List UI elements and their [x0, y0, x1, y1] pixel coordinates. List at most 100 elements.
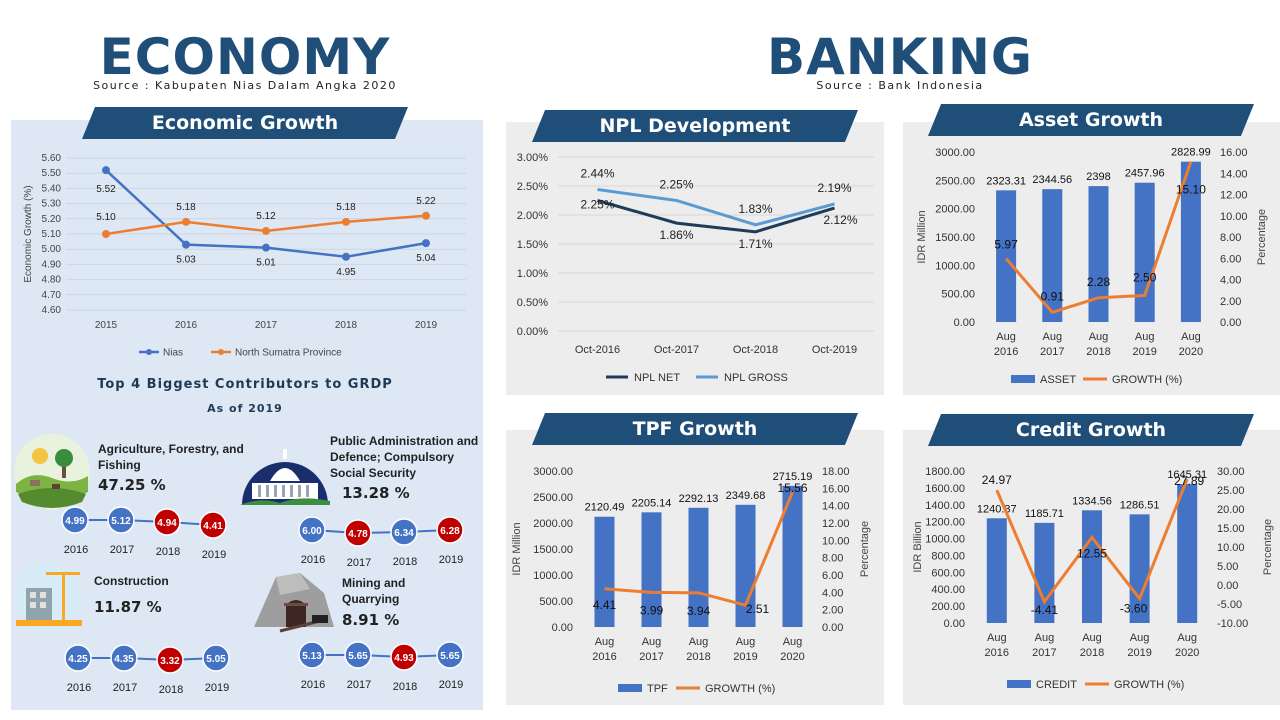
y-axis-label: Economic Growth (%) — [23, 185, 34, 282]
sector-construction-name: Construction — [94, 574, 169, 588]
timeline-value: 6.00 — [302, 526, 322, 537]
sector-agriculture-share: 47.25 % — [98, 476, 166, 494]
banking-title: BANKING — [767, 28, 1033, 86]
legend-label: GROWTH (%) — [1112, 374, 1182, 386]
y-tick-label: 1600.00 — [925, 483, 965, 495]
y-tick-label: 4.60 — [42, 305, 62, 316]
sector-mining-timeline: 5.13 2016 5.65 2017 4.93 2018 5.65 2019 — [298, 641, 464, 693]
growth-label: 2.28 — [1087, 275, 1111, 289]
y-tick-label: 5.50 — [42, 168, 62, 179]
timeline-value: 5.12 — [111, 516, 131, 527]
x-tick-label: Aug — [783, 636, 803, 648]
data-label: 1.86% — [659, 228, 693, 242]
data-label: 2.19% — [817, 181, 851, 195]
timeline-year: 2017 — [110, 544, 134, 556]
growth-line — [604, 491, 794, 608]
y-tick-label: 4.80 — [42, 275, 62, 286]
y-tick-label: 0.50% — [517, 297, 548, 309]
data-point — [342, 217, 350, 226]
x-tick-label: 2019 — [415, 320, 438, 331]
data-label: 1.71% — [738, 237, 772, 251]
bar-label: 1334.56 — [1072, 495, 1112, 507]
bar-label: 2120.49 — [585, 502, 625, 514]
y-tick-label: 0.00% — [517, 326, 548, 338]
data-label: 5.03 — [176, 255, 196, 266]
y-tick-label: 0.00 — [552, 622, 573, 634]
timeline-value: 5.05 — [206, 654, 226, 665]
bar-label: 2292.13 — [679, 493, 719, 505]
timeline-year: 2018 — [393, 681, 417, 693]
timeline-bubble — [436, 516, 464, 544]
timeline-bubble — [156, 646, 184, 674]
y-tick-label: 4.90 — [42, 259, 62, 270]
contrib-subtitle: As of 2019 — [207, 402, 283, 415]
y-tick-label: 5.10 — [42, 229, 62, 240]
y-tick-label: 0.00 — [954, 317, 975, 329]
timeline-line — [75, 519, 214, 526]
bar-label: 2398 — [1086, 171, 1110, 183]
x-tick-label: Aug — [1130, 632, 1150, 644]
timeline-year: 2019 — [439, 554, 463, 566]
bar-label: 2323.31 — [986, 175, 1026, 187]
timeline-value: 4.35 — [114, 654, 134, 665]
bar-label: 2344.56 — [1032, 174, 1072, 186]
timeline-value: 5.13 — [302, 651, 322, 662]
timeline-year: 2016 — [64, 544, 88, 556]
bar — [641, 512, 662, 627]
timeline-year: 2019 — [205, 682, 229, 693]
x-tick-label: Aug — [689, 636, 709, 648]
y2-tick-label: 10.00 — [1220, 211, 1248, 223]
bar — [594, 516, 615, 627]
timeline-line — [311, 529, 451, 535]
y-tick-label: 1.50% — [517, 239, 548, 251]
bar — [782, 485, 803, 627]
x-tick-label: Oct-2019 — [812, 344, 857, 356]
timeline-value: 3.32 — [160, 656, 180, 667]
data-label: 1.83% — [738, 202, 772, 216]
legend-label: GROWTH (%) — [1114, 679, 1184, 691]
y2-tick-label: 0.00 — [822, 622, 843, 634]
economic-growth-banner: Economic Growth — [82, 107, 408, 139]
y-tick-label: 2000.00 — [935, 204, 975, 216]
y-tick-label: 0.00 — [944, 618, 965, 630]
banking-source: Source : Bank Indonesia — [816, 79, 984, 92]
data-label: 2.44% — [580, 166, 614, 180]
data-label: 5.22 — [416, 196, 436, 207]
data-label: 5.12 — [256, 211, 276, 222]
bar-label: 1286.51 — [1120, 499, 1160, 511]
sector-agriculture-timeline: 4.99 2016 5.12 2017 4.94 2018 4.41 2019 — [61, 506, 227, 560]
x-tick-label: Aug — [1089, 331, 1109, 343]
y-tick-label: 3.00% — [517, 152, 548, 164]
x-tick-label: 2020 — [1179, 346, 1203, 358]
legend-label: GROWTH (%) — [705, 683, 775, 695]
growth-label: 27.89 — [1174, 474, 1204, 488]
data-label: 5.52 — [96, 184, 116, 195]
y2-tick-label: 14.00 — [822, 501, 850, 513]
timeline-bubble — [344, 641, 372, 669]
y2-tick-label: 15.00 — [1217, 523, 1245, 535]
bar-label: 1240.37 — [977, 503, 1017, 515]
y-tick-label: 5.20 — [42, 214, 62, 225]
bar — [996, 190, 1017, 322]
x-tick-label: 2020 — [1175, 647, 1199, 659]
x-tick-label: 2018 — [1080, 647, 1104, 659]
sector-construction-share: 11.87 % — [94, 598, 162, 616]
timeline-bubble — [436, 641, 464, 669]
data-label: 5.18 — [176, 202, 196, 213]
growth-label: -3.60 — [1120, 602, 1148, 616]
y2-tick-label: 8.00 — [822, 553, 843, 565]
y2-tick-label: 0.00 — [1217, 580, 1238, 592]
sector-mining-name: Mining and Quarrying — [342, 576, 406, 606]
timeline-bubble — [344, 519, 372, 547]
x-tick-label: 2018 — [335, 320, 358, 331]
y2-tick-label: 6.00 — [822, 570, 843, 582]
x-tick-label: 2019 — [1132, 346, 1156, 358]
y-axis-label: IDR Million — [511, 522, 523, 575]
timeline-value: 5.65 — [348, 651, 368, 662]
timeline-value: 4.99 — [65, 516, 85, 527]
y-tick-label: 500.00 — [941, 289, 975, 301]
y2-axis-label: Percentage — [1262, 519, 1274, 575]
y-tick-label: 2500.00 — [935, 175, 975, 187]
timeline-year: 2016 — [301, 679, 325, 691]
data-point — [182, 240, 190, 249]
